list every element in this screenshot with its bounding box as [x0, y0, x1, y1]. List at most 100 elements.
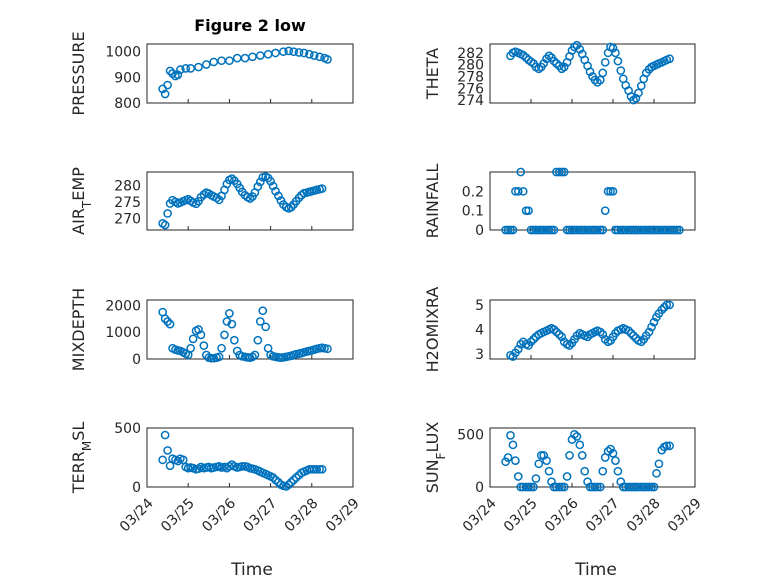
data-point [670, 225, 679, 235]
data-point [323, 344, 332, 354]
data-point [611, 48, 620, 58]
data-point [654, 459, 664, 469]
data-point [577, 451, 587, 460]
data-point [165, 66, 175, 76]
y-tick-label: 3 [475, 347, 484, 363]
data-point [289, 47, 299, 57]
y-tick-label: 270 [114, 211, 141, 227]
y-tick-label: 500 [457, 427, 484, 443]
data-point [559, 482, 569, 492]
data-point [160, 89, 170, 99]
data-point [315, 52, 324, 62]
data-point [616, 66, 626, 75]
data-point [665, 54, 674, 64]
data-point [165, 319, 175, 329]
data-point [662, 300, 672, 310]
data-point [526, 337, 536, 347]
data-point [286, 477, 296, 487]
data-point [570, 429, 579, 439]
data-point [209, 57, 219, 67]
data-point [572, 432, 582, 441]
data-point [312, 464, 322, 474]
data-point [554, 167, 564, 177]
y-tick-label: 276 [457, 81, 484, 97]
data-point [544, 466, 554, 476]
data-point [503, 225, 513, 235]
data-point [634, 88, 643, 98]
data-point [227, 174, 237, 183]
data-point [212, 193, 221, 203]
y-tick-label: 0 [132, 480, 141, 496]
data-point [544, 225, 554, 235]
data-point [595, 225, 605, 235]
data-point [600, 206, 610, 216]
data-point [593, 225, 602, 235]
y-tick-label: 275 [114, 195, 141, 211]
panel-rainfall: 0 0.1 0.2 RAINFALL [423, 164, 696, 239]
x-tick-label: 03/29 [665, 495, 705, 535]
data-point [652, 468, 661, 478]
data-point [665, 441, 674, 451]
data-point [631, 93, 641, 103]
data-point [583, 477, 592, 487]
y-axis-label-theta: THETA [423, 48, 442, 100]
data-point [647, 322, 656, 332]
x-tick-label: 03/26 [199, 495, 239, 535]
data-point [274, 191, 283, 201]
y-tick-label: 800 [114, 96, 141, 112]
data-point [516, 339, 526, 349]
data-point [173, 70, 183, 80]
data-point [598, 466, 608, 476]
data-point [199, 341, 209, 350]
x-tick-label: 03/27 [583, 495, 623, 535]
data-point [268, 473, 278, 482]
data-point [608, 186, 618, 196]
data-point [598, 330, 608, 339]
data-point [255, 51, 265, 60]
data-point [562, 472, 572, 481]
data-point [160, 220, 170, 230]
data-point [220, 330, 229, 340]
data-point [255, 317, 265, 326]
data-point [547, 477, 556, 487]
data-point [626, 328, 636, 338]
data-point [255, 177, 265, 187]
y-tick-label: 1000 [105, 325, 141, 341]
data-point [608, 43, 618, 53]
data-point [595, 327, 605, 337]
y-tick-label: 900 [114, 70, 141, 86]
data-point [506, 431, 515, 440]
data-point [163, 446, 172, 455]
data-point [188, 334, 198, 344]
y-tick-label: 274 [457, 93, 484, 109]
data-point [501, 457, 510, 467]
data-point [289, 475, 299, 485]
x-tick-label: 03/26 [542, 495, 582, 535]
y-tick-label: 0.1 [462, 204, 484, 220]
y-axis-label-air-temp: AIRTEMP [69, 167, 94, 235]
y-tick-label: 1000 [105, 45, 141, 61]
data-point [163, 317, 172, 326]
data-point [176, 65, 185, 75]
data-point [194, 62, 203, 72]
data-point [253, 335, 263, 345]
data-point [299, 48, 309, 58]
data-point [598, 225, 608, 235]
data-point [518, 186, 528, 196]
data-point [603, 186, 613, 196]
data-point [554, 330, 564, 339]
data-point [173, 456, 183, 466]
y-tick-label: 500 [114, 421, 141, 437]
data-point [557, 482, 567, 492]
data-point [557, 167, 567, 177]
data-point [196, 330, 206, 340]
data-point [598, 68, 608, 78]
y-tick-label: 4 [475, 323, 484, 339]
axes-box-rainfall [489, 171, 696, 231]
y-tick-label: 280 [457, 58, 484, 74]
data-point [506, 225, 515, 235]
y-tick-label: 0 [132, 352, 141, 368]
data-point [513, 472, 523, 481]
data-point [191, 199, 201, 209]
data-point [536, 451, 546, 460]
